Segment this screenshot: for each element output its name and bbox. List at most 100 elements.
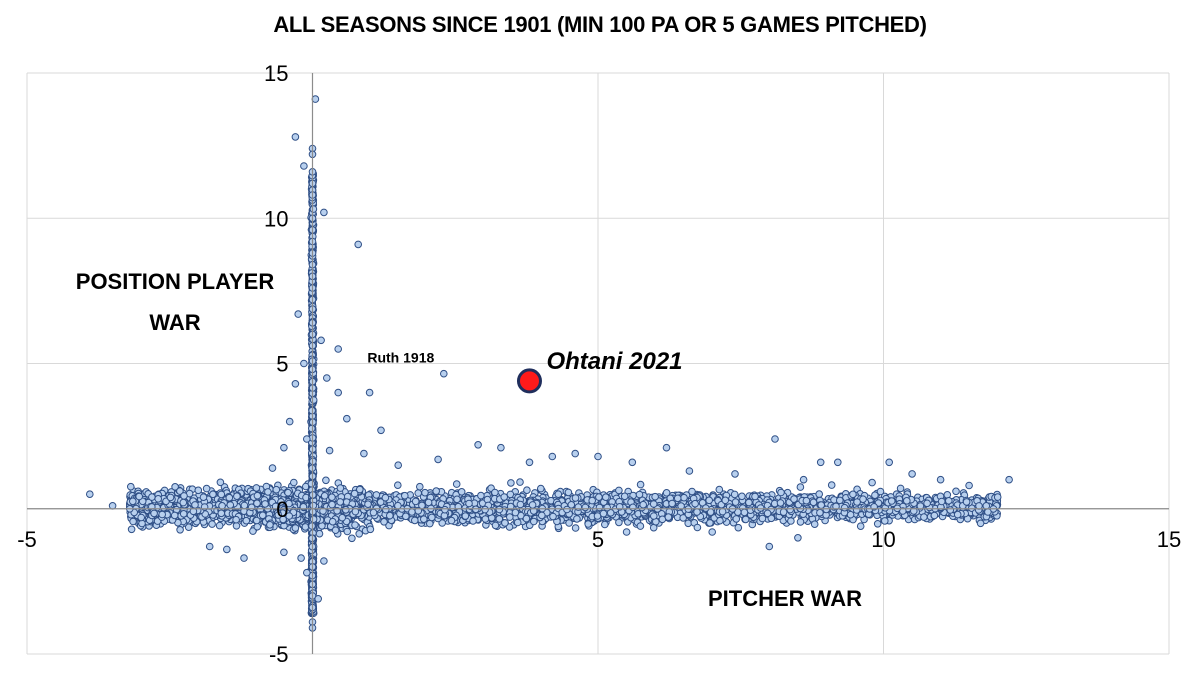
data-point [233, 492, 241, 501]
data-point [584, 520, 593, 528]
data-point [776, 499, 785, 507]
data-point [505, 523, 514, 531]
data-point [777, 488, 785, 497]
data-point [758, 514, 767, 523]
data-point [416, 482, 424, 491]
chart-title: ALL SEASONS SINCE 1901 (MIN 100 PA OR 5 … [273, 12, 927, 37]
data-point [528, 501, 537, 509]
data-point [290, 478, 298, 487]
data-point [481, 505, 489, 514]
data-point [930, 511, 939, 520]
data-point [721, 496, 730, 505]
data-point [756, 504, 765, 512]
data-point [691, 499, 699, 508]
data-point [148, 493, 156, 501]
data-point [563, 505, 571, 514]
data-point [453, 495, 461, 504]
data-point [209, 490, 217, 499]
data-point [537, 484, 545, 493]
data-point [411, 497, 420, 506]
data-point [507, 479, 515, 487]
data-point [180, 492, 188, 500]
data-point [706, 519, 714, 527]
data-point [176, 526, 184, 534]
data-point [673, 494, 682, 503]
data-point [513, 518, 522, 527]
data-point [266, 521, 274, 529]
data-point [342, 506, 350, 514]
data-point [154, 495, 162, 503]
data-point [567, 501, 576, 509]
data-point [849, 490, 857, 499]
data-point [984, 508, 992, 516]
data-point [171, 483, 179, 491]
data-point [693, 523, 702, 532]
data-point [438, 519, 447, 527]
data-point [336, 498, 345, 506]
data-point [225, 493, 234, 502]
data-point [253, 522, 262, 531]
data-point [506, 513, 514, 521]
data-point [491, 521, 500, 530]
data-point [602, 493, 610, 502]
data-point [428, 513, 436, 522]
data-point [366, 525, 375, 534]
data-point [571, 494, 580, 502]
data-point [381, 493, 390, 502]
data-point [179, 510, 188, 518]
data-point [588, 496, 597, 505]
data-point [411, 516, 419, 525]
data-point [662, 489, 671, 497]
data-point [364, 500, 372, 509]
data-point [734, 523, 743, 532]
data-point [272, 485, 281, 494]
data-point [380, 518, 388, 526]
data-point [790, 495, 798, 503]
data-point [170, 511, 179, 520]
data-point [565, 519, 573, 527]
data-point [350, 489, 359, 498]
data-point [859, 495, 867, 504]
data-point [315, 529, 324, 538]
data-point [574, 503, 583, 511]
data-point [732, 515, 741, 523]
data-point [571, 524, 580, 532]
data-point [372, 491, 381, 499]
data-point [920, 513, 928, 521]
data-point [465, 499, 473, 508]
data-point [469, 517, 477, 525]
data-point [189, 507, 198, 516]
data-point [500, 493, 509, 501]
data-point [802, 496, 811, 505]
data-point [336, 484, 345, 492]
data-point [962, 498, 971, 506]
data-point [408, 508, 416, 516]
data-point [816, 508, 824, 517]
data-point [651, 492, 659, 501]
data-point [232, 522, 241, 530]
data-point [554, 490, 563, 499]
data-point [741, 515, 750, 524]
data-point [903, 497, 911, 505]
data-point [745, 498, 753, 507]
data-point [629, 503, 637, 512]
data-point [564, 488, 573, 497]
data-point [129, 497, 137, 506]
data-point [261, 500, 269, 508]
data-point [477, 491, 485, 500]
data-point [852, 506, 861, 514]
data-point [461, 512, 470, 520]
data-point [523, 486, 531, 495]
data-point [242, 516, 251, 525]
data-point [871, 491, 879, 500]
data-point [615, 486, 623, 495]
data-point [731, 498, 740, 506]
data-point [937, 497, 946, 506]
data-point [664, 513, 673, 521]
data-point [218, 502, 226, 510]
data-point [491, 488, 499, 497]
data-point [740, 508, 749, 517]
data-point [226, 501, 235, 509]
data-point [320, 492, 329, 500]
